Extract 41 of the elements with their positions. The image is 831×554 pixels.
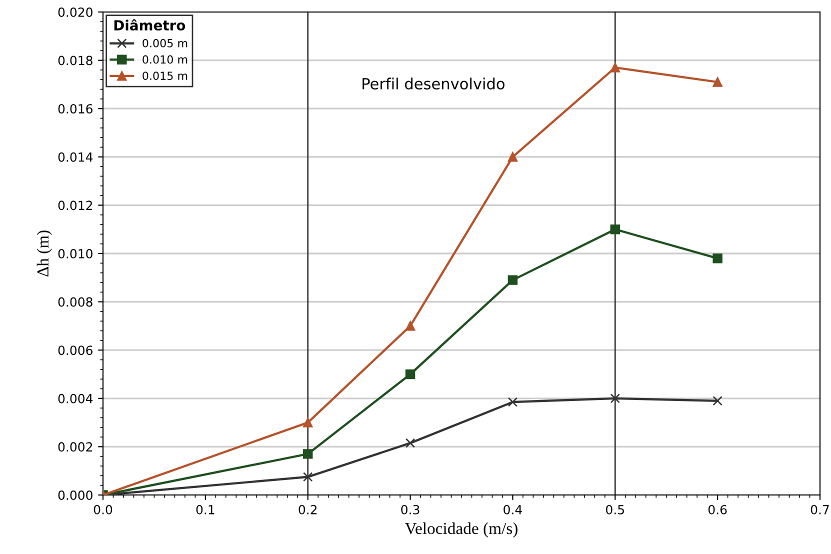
y-tick-label: 0.006: [58, 346, 92, 356]
x-tick-label: 0.3: [401, 504, 420, 514]
x-axis-title: Velocidade (m/s): [404, 522, 518, 538]
y-axis-title: Δh (m): [36, 230, 52, 277]
x-tick-label: 0.4: [504, 504, 522, 514]
legend-label: 0.015 m: [142, 72, 188, 80]
x-tick-label: 0.6: [708, 504, 727, 514]
point: [610, 62, 620, 72]
point: [610, 394, 620, 404]
x-tick-label: 0.2: [298, 504, 317, 514]
point: [508, 397, 518, 407]
y-tick-label: 0.016: [58, 104, 92, 114]
y-tick-label: 0.018: [58, 56, 92, 66]
x-tick-label: 0.5: [606, 504, 624, 514]
point: [508, 152, 518, 162]
y-tick-label: 0.012: [58, 200, 92, 210]
y-tick-label: 0.002: [58, 442, 92, 452]
x-tick-label: 0.1: [196, 504, 214, 514]
legend-title: Diâmetro: [114, 19, 186, 31]
point: [712, 253, 722, 264]
legend-label: 0.005 m: [142, 38, 188, 48]
point: [508, 275, 518, 285]
point: [302, 472, 313, 482]
y-tick-label: 0.008: [58, 297, 92, 307]
y-tick-label: 0.004: [58, 394, 93, 404]
point: [405, 438, 416, 448]
point: [610, 224, 620, 234]
x-tick-label: 0.7: [810, 504, 829, 514]
point: [405, 321, 416, 331]
annotation: Perfil desenvolvido: [362, 78, 504, 90]
y-tick-label: 0.010: [58, 248, 92, 258]
y-tick-label: 0.020: [58, 7, 92, 17]
point: [712, 396, 722, 406]
y-tick-label: 0.014: [58, 152, 93, 162]
point: [302, 418, 313, 428]
legend-label: 0.010 m: [142, 55, 188, 64]
y-tick-label: 0.000: [58, 490, 92, 500]
x-tick-label: 0.0: [94, 504, 112, 514]
point: [302, 449, 313, 459]
point: [712, 77, 722, 87]
point: [405, 369, 416, 380]
